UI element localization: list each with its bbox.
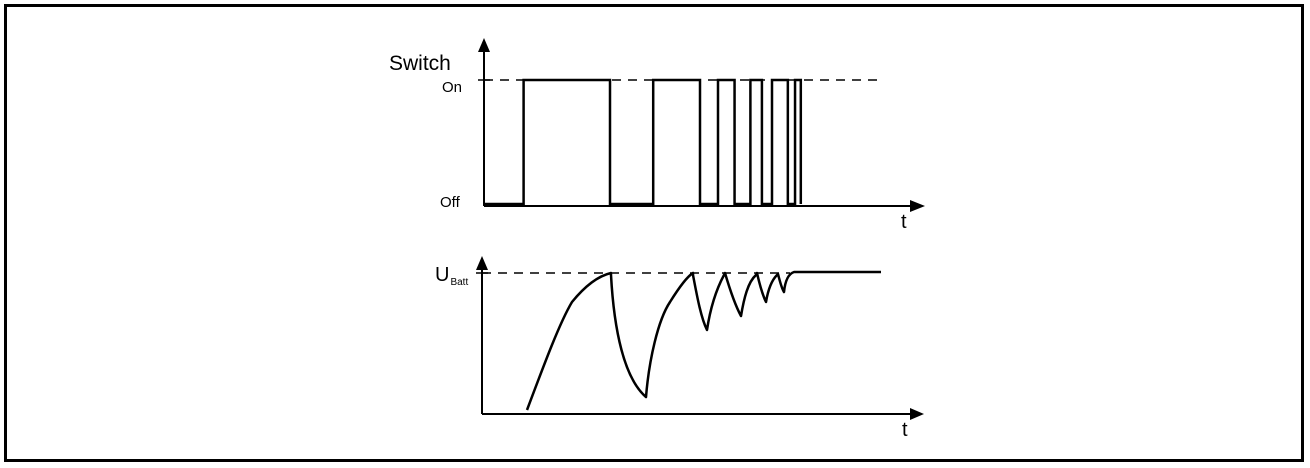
switch-off-label: Off (440, 194, 461, 211)
voltage-batt-main: U (435, 264, 449, 286)
switch-y-axis-arrow (478, 38, 490, 52)
switch-x-axis-arrow (910, 200, 925, 212)
voltage-batt-label: UBatt (435, 264, 468, 288)
switch-waveform (484, 78, 803, 206)
switch-chart: Switch On Off t (389, 38, 925, 233)
voltage-batt-subscript: Batt (450, 277, 468, 288)
voltage-x-label: t (902, 419, 908, 441)
voltage-y-axis-arrow (476, 256, 488, 270)
diagram-frame (4, 4, 1304, 462)
voltage-curve (525, 270, 881, 411)
voltage-chart: UBatt t (435, 256, 924, 441)
switch-x-label: t (901, 211, 907, 233)
switch-on-label: On (442, 79, 462, 96)
voltage-x-axis-arrow (910, 408, 924, 420)
switch-title: Switch (389, 52, 451, 75)
